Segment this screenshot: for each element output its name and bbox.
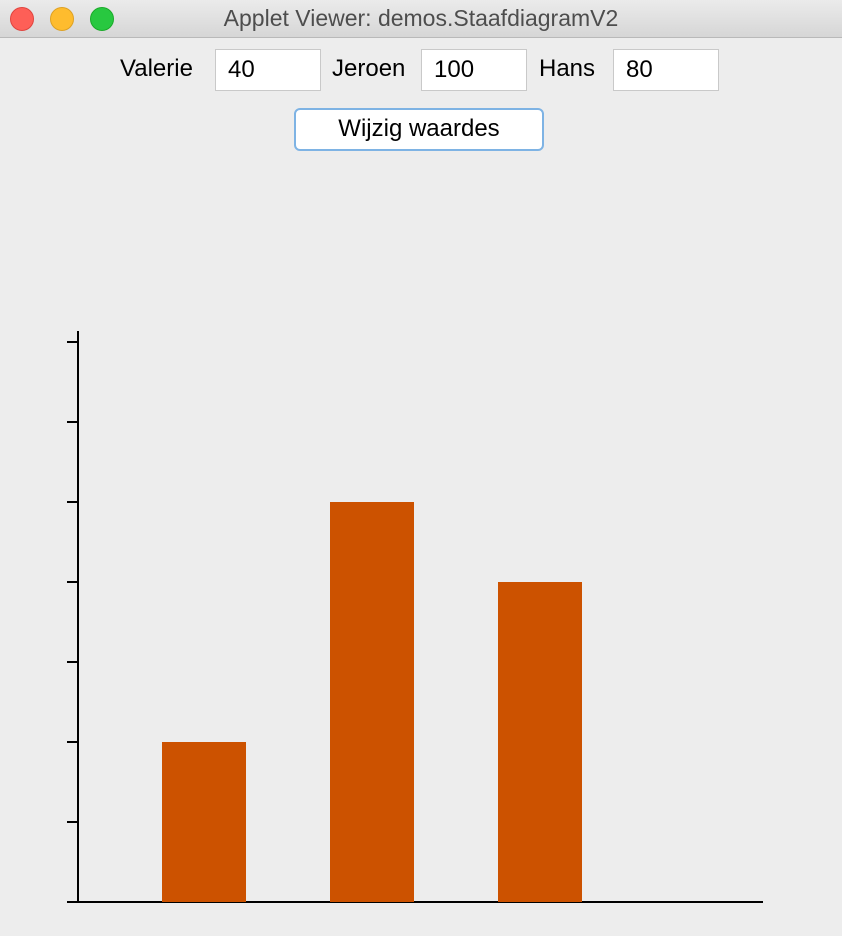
hans-value-field[interactable]: 80 (613, 49, 719, 91)
bar-hans (498, 582, 582, 902)
minimize-window-icon[interactable] (50, 7, 74, 31)
bar-jeroen (330, 502, 414, 902)
update-values-button[interactable]: Wijzig waardes (294, 108, 544, 151)
zoom-window-icon[interactable] (90, 7, 114, 31)
close-window-icon[interactable] (10, 7, 34, 31)
window-title: Applet Viewer: demos.StaafdiagramV2 (223, 5, 619, 31)
bar-valerie (162, 742, 246, 902)
hans-label: Hans (539, 55, 596, 82)
jeroen-label: Jeroen (332, 55, 406, 82)
window-titlebar: Applet Viewer: demos.StaafdiagramV2 (0, 0, 842, 38)
valerie-label: Valerie (120, 55, 193, 82)
value-controls: Valerie 40 Jeroen 100 Hans 80 (0, 49, 842, 91)
jeroen-value-field[interactable]: 100 (421, 49, 527, 91)
valerie-value-field[interactable]: 40 (215, 49, 321, 91)
